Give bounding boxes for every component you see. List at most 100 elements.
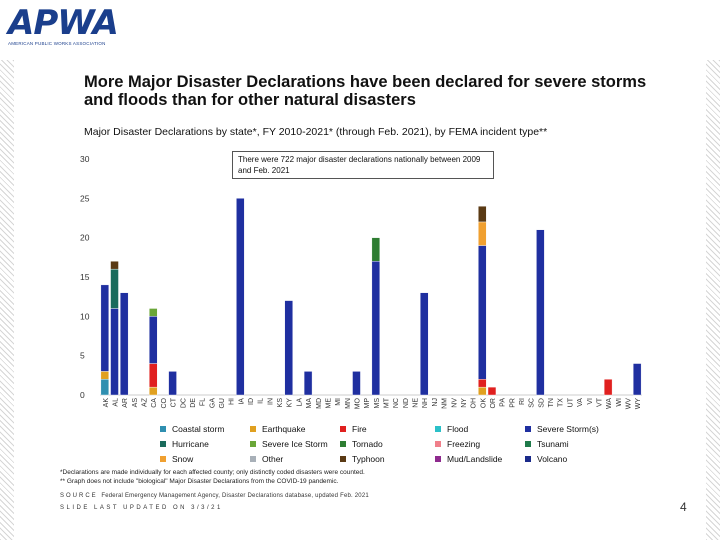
slide-title: More Major Disaster Declarations have be… xyxy=(84,73,647,109)
bar-segment xyxy=(478,386,487,396)
legend-item: Coastal storm xyxy=(160,424,224,434)
bar-segment xyxy=(420,292,429,396)
x-tick-label: IN xyxy=(267,398,274,405)
legend-swatch xyxy=(340,441,346,447)
legend-item: Flood xyxy=(435,424,468,434)
x-tick-label: MA xyxy=(306,398,313,409)
x-tick-label: MP xyxy=(364,398,371,409)
bar-segment xyxy=(168,371,177,396)
legend-swatch xyxy=(525,456,531,462)
source-label: SOURCE xyxy=(60,493,98,499)
source-line: SOURCE Federal Emergency Management Agen… xyxy=(60,493,369,499)
bar-segment xyxy=(487,386,497,396)
bar-segment xyxy=(149,316,158,364)
legend-item: Tsunami xyxy=(525,439,569,449)
legend-swatch xyxy=(250,456,256,462)
legend-item: Severe Ice Storm xyxy=(250,439,328,449)
decorative-hatch-right xyxy=(706,60,720,540)
legend-swatch xyxy=(250,426,256,432)
x-tick-label: ME xyxy=(325,398,332,409)
y-tick-label: 10 xyxy=(80,311,90,321)
bar-segment xyxy=(149,308,158,317)
legend-item: Tornado xyxy=(340,439,383,449)
bar-segment xyxy=(371,237,381,262)
bar-segment xyxy=(110,268,119,309)
y-tick-label: 5 xyxy=(80,351,85,361)
x-tick-label: IL xyxy=(258,398,265,404)
legend-item: Freezing xyxy=(435,439,480,449)
x-tick-label: NM xyxy=(442,398,449,409)
x-tick-label: PA xyxy=(500,398,507,407)
legend-label: Tsunami xyxy=(537,439,569,449)
bar-segment xyxy=(149,386,158,396)
legend-item: Snow xyxy=(160,454,193,464)
x-tick-label: TN xyxy=(548,398,555,407)
legend-swatch xyxy=(160,456,166,462)
legend-item: Hurricane xyxy=(160,439,209,449)
x-tick-label: OR xyxy=(490,398,497,409)
x-tick-label: WI xyxy=(616,398,623,407)
legend-swatch xyxy=(340,456,346,462)
bar-segment xyxy=(303,371,313,396)
apwa-logo: APWA AMERICAN PUBLIC WORKS ASSOCIATION xyxy=(8,3,119,52)
x-tick-label: UT xyxy=(567,397,574,407)
legend-swatch xyxy=(250,441,256,447)
bar-segment xyxy=(149,363,158,388)
y-tick-label: 20 xyxy=(80,233,90,243)
bar-segment xyxy=(478,379,487,388)
x-tick-label: HI xyxy=(229,398,236,405)
bar-segment xyxy=(284,300,293,396)
legend-label: Freezing xyxy=(447,439,481,449)
x-tick-label: ND xyxy=(403,398,410,408)
x-tick-label: VT xyxy=(596,397,603,407)
chart-subtitle: Major Disaster Declarations by state*, F… xyxy=(84,126,548,138)
y-tick-label: 25 xyxy=(80,193,90,203)
legend-swatch xyxy=(435,441,441,447)
legend-label: Hurricane xyxy=(172,439,209,449)
x-tick-label: MT xyxy=(384,397,391,408)
legend-label: Fire xyxy=(352,424,367,434)
x-tick-label: WY xyxy=(635,398,642,410)
legend-swatch xyxy=(340,426,346,432)
bar-segment xyxy=(236,198,245,396)
legend-swatch xyxy=(435,426,441,432)
x-tick-label: KS xyxy=(277,398,284,408)
x-tick-label: WA xyxy=(606,398,613,409)
x-tick-label: RI xyxy=(519,398,526,405)
legend-item: Mud/Landslide xyxy=(435,454,502,464)
legend-label: Earthquake xyxy=(262,424,306,434)
legend-item: Typhoon xyxy=(340,454,385,464)
x-tick-label: OK xyxy=(480,398,487,408)
x-tick-label: MO xyxy=(354,397,361,409)
logo-mark: APWA xyxy=(8,3,119,43)
bar-segment xyxy=(632,363,642,396)
x-tick-label: SC xyxy=(529,398,536,408)
legend-swatch xyxy=(160,441,166,447)
legend-label: Volcano xyxy=(537,454,568,464)
legend-swatch xyxy=(160,426,166,432)
x-tick-label: CA xyxy=(151,398,158,408)
bar-segment xyxy=(478,221,487,246)
x-tick-label: SD xyxy=(538,398,545,408)
x-tick-label: NC xyxy=(393,398,400,408)
x-tick-label: CO xyxy=(161,397,168,408)
x-tick-label: MS xyxy=(374,398,381,409)
bar-segment xyxy=(110,261,119,270)
x-tick-label: IA xyxy=(238,398,245,405)
decorative-hatch-left xyxy=(0,60,14,540)
x-tick-label: VI xyxy=(587,398,594,405)
x-tick-label: CT xyxy=(171,397,178,407)
x-tick-label: GU xyxy=(219,398,226,409)
bar-segment xyxy=(603,379,613,396)
legend-label: Other xyxy=(262,454,284,464)
y-tick-label: 15 xyxy=(80,272,90,282)
bar-segment xyxy=(100,284,110,372)
legend-label: Flood xyxy=(447,424,469,434)
bar-segment xyxy=(110,308,119,396)
x-tick-label: PR xyxy=(509,398,516,408)
logo-subtext: AMERICAN PUBLIC WORKS ASSOCIATION xyxy=(8,41,106,46)
source-text: Federal Emergency Management Agency, Dis… xyxy=(101,493,369,499)
legend-swatch xyxy=(525,426,531,432)
x-tick-label: AR xyxy=(122,398,129,408)
